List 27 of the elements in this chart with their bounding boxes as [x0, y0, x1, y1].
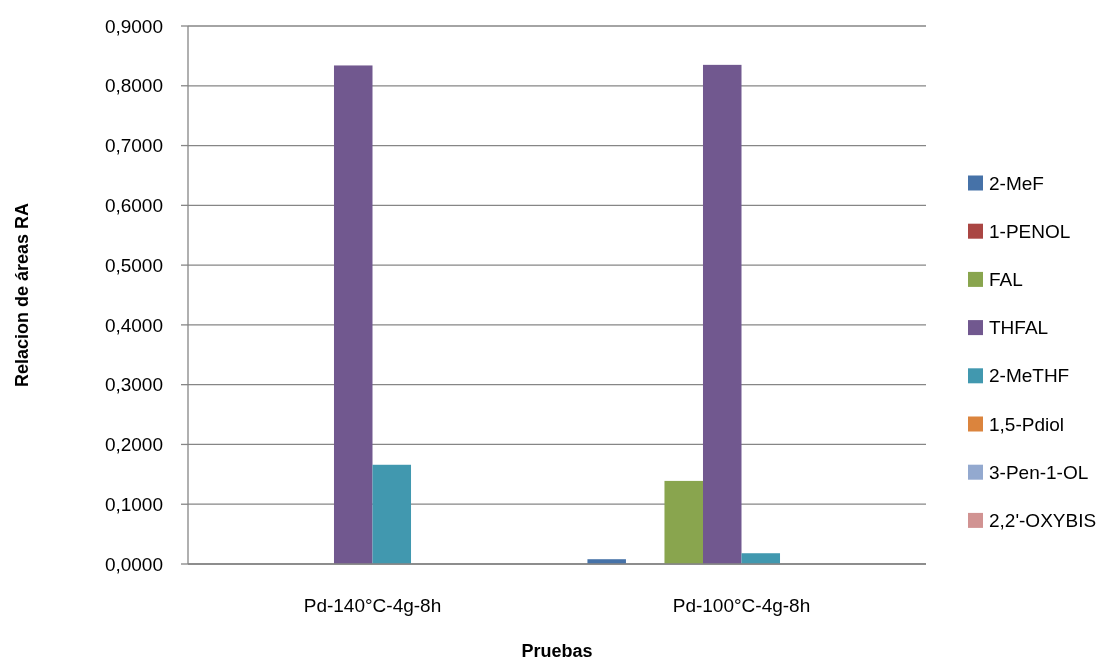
y-tick-label: 0,1000	[104, 493, 163, 515]
x-tick-label: Pd-140°C-4g-8h	[303, 594, 442, 616]
x-tick-label: Pd-100°C-4g-8h	[672, 594, 811, 616]
bar	[372, 464, 412, 564]
y-tick-label: 0,2000	[104, 434, 163, 456]
y-tick-label: 0,5000	[104, 254, 163, 276]
bar	[702, 64, 742, 564]
y-tick-label: 0,3000	[104, 374, 163, 396]
legend-label: 1,5-Pdiol	[989, 413, 1064, 435]
bar	[741, 553, 781, 564]
bar	[333, 65, 373, 564]
legend-label: 2-MeTHF	[989, 365, 1070, 387]
legend-label: 2-MeF	[989, 172, 1044, 194]
legend-label: 1-PENOL	[989, 220, 1071, 242]
bar	[664, 480, 703, 564]
y-tick-label: 0,0000	[104, 553, 163, 575]
legend-label: 3-Pen-1-OL	[989, 461, 1089, 483]
x-axis-title: Pruebas	[521, 641, 593, 661]
y-tick-label: 0,4000	[104, 314, 163, 336]
y-axis-title: Relacion de áreas RA	[12, 202, 32, 388]
legend-label: THFAL	[989, 317, 1049, 339]
legend-label: FAL	[989, 269, 1023, 291]
y-tick-label: 0,9000	[104, 15, 163, 37]
y-tick-label: 0,8000	[104, 75, 163, 97]
y-tick-label: 0,6000	[104, 194, 163, 216]
y-tick-label: 0,7000	[104, 135, 163, 157]
legend-label: 2,2'-OXYBIS	[989, 510, 1097, 532]
